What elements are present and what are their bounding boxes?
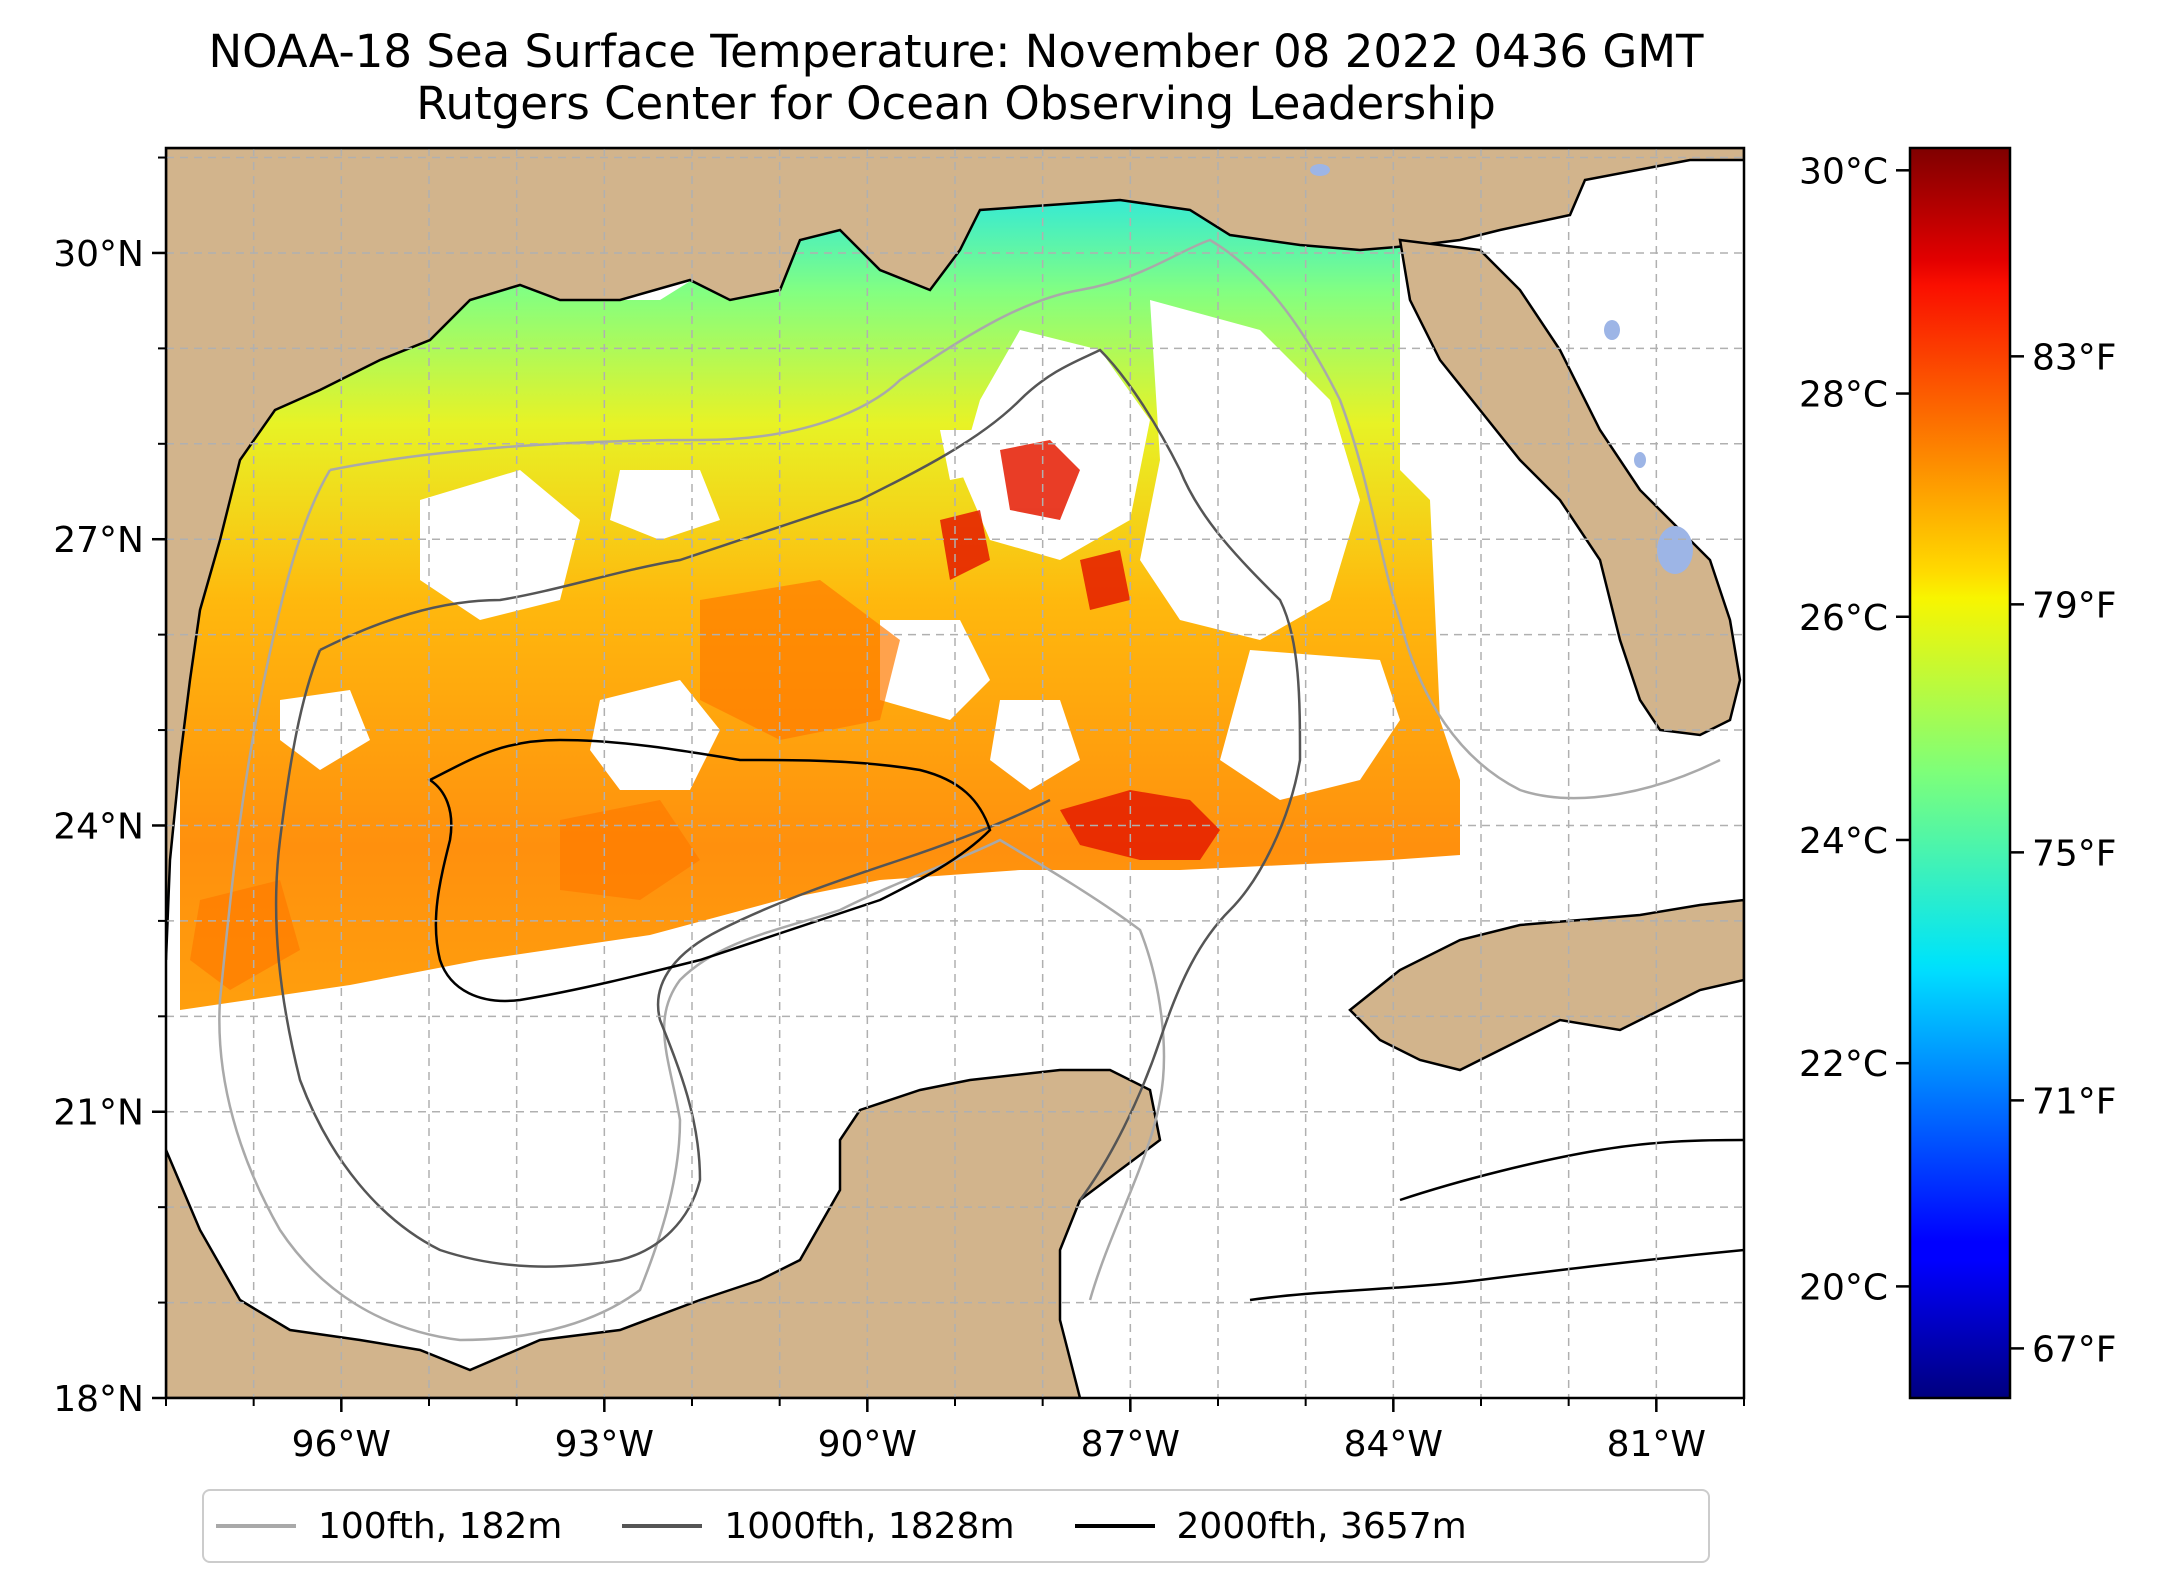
colorbar-celsius-axis: 30°C 28°C 26°C 24°C 22°C 20°C bbox=[1799, 151, 1910, 1308]
legend-label-100fth: 100fth, 182m bbox=[318, 1505, 563, 1547]
latitude-axis: 30°N 27°N 24°N 21°N 18°N bbox=[53, 156, 166, 1420]
legend-swatch-1000fth bbox=[622, 1524, 703, 1528]
colorbar-f-label: 75°F bbox=[2032, 833, 2117, 874]
lon-tick-label: 87°W bbox=[1081, 1424, 1180, 1465]
colorbar-c-label: 30°C bbox=[1799, 151, 1888, 192]
colorbar-fahrenheit-axis: 83°F 79°F 75°F 71°F 67°F bbox=[2010, 337, 2117, 1370]
legend-item-100fth: 100fth, 182m bbox=[216, 1506, 562, 1547]
colorbar-c-label: 24°C bbox=[1799, 821, 1888, 862]
colorbar-c-label: 26°C bbox=[1799, 598, 1888, 639]
lat-tick-label: 18°N bbox=[53, 1379, 144, 1420]
legend-item-2000fth: 2000fth, 3657m bbox=[1074, 1505, 1467, 1547]
land bbox=[166, 148, 1744, 1398]
legend-swatch-100fth bbox=[216, 1524, 296, 1528]
gridlines bbox=[166, 148, 1744, 1398]
lon-tick-label: 96°W bbox=[292, 1424, 391, 1465]
legend-swatch-2000fth bbox=[1074, 1524, 1155, 1528]
bathymetry-legend: 100fth, 182m 1000fth, 1828m 2000fth, 365… bbox=[202, 1489, 1710, 1563]
lon-tick-label: 81°W bbox=[1607, 1424, 1706, 1465]
legend-item-1000fth: 1000fth, 1828m bbox=[622, 1505, 1015, 1547]
contour-100fth bbox=[218, 238, 1721, 1342]
legend-label-1000fth: 1000fth, 1828m bbox=[724, 1505, 1015, 1547]
lat-tick-label: 21°N bbox=[53, 1093, 144, 1134]
lakes bbox=[1310, 164, 1693, 574]
colorbar-f-label: 79°F bbox=[2032, 585, 2117, 626]
legend-label-2000fth: 2000fth, 3657m bbox=[1176, 1505, 1467, 1547]
map-subtitle: Rutgers Center for Ocean Observing Leade… bbox=[416, 77, 1496, 130]
orange-sst-patches bbox=[190, 580, 900, 990]
map-title: NOAA-18 Sea Surface Temperature: Novembe… bbox=[208, 25, 1704, 78]
lon-tick-label: 84°W bbox=[1344, 1424, 1443, 1465]
lat-tick-label: 24°N bbox=[53, 806, 144, 847]
contour-1000fth bbox=[274, 348, 1302, 1268]
lon-tick-label: 93°W bbox=[555, 1424, 654, 1465]
colorbar bbox=[1908, 146, 2012, 1400]
colorbar-f-label: 71°F bbox=[2032, 1081, 2117, 1122]
contour-2000fth bbox=[427, 738, 1744, 1302]
lat-tick-label: 27°N bbox=[53, 520, 144, 561]
colorbar-f-label: 67°F bbox=[2032, 1329, 2117, 1370]
colorbar-c-label: 20°C bbox=[1799, 1267, 1888, 1308]
longitude-axis: 96°W 93°W 90°W 87°W 84°W 81°W bbox=[165, 1398, 1745, 1465]
lon-tick-label: 90°W bbox=[818, 1424, 917, 1465]
lat-tick-label: 30°N bbox=[53, 234, 144, 275]
colorbar-c-label: 28°C bbox=[1799, 375, 1888, 416]
colorbar-f-label: 83°F bbox=[2032, 337, 2117, 378]
colorbar-c-label: 22°C bbox=[1799, 1044, 1888, 1085]
